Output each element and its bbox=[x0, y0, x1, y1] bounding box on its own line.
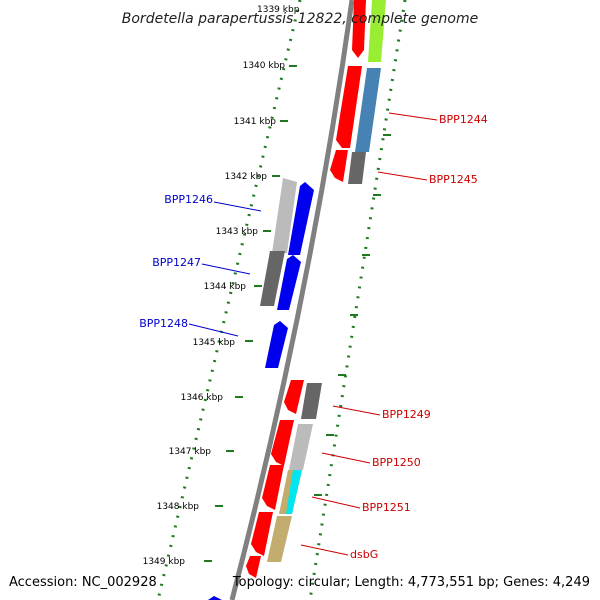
scale-label: 1346 kbp bbox=[181, 393, 224, 403]
gene-block[interactable] bbox=[267, 516, 292, 562]
gene-block[interactable] bbox=[260, 251, 285, 306]
genome-summary-text: Topology: circular; Length: 4,773,551 bp… bbox=[232, 575, 590, 590]
scale-label: 1339 kbp bbox=[257, 5, 300, 15]
scale-label: 1342 kbp bbox=[225, 172, 268, 182]
scale-label: 1349 kbp bbox=[143, 557, 186, 567]
gene-block[interactable] bbox=[330, 150, 348, 182]
reverse-strand-genes bbox=[246, 0, 386, 578]
gene-label-dsbg[interactable]: dsbG bbox=[350, 548, 378, 561]
gene-block[interactable] bbox=[277, 255, 301, 310]
scale-label: 1343 kbp bbox=[216, 227, 259, 237]
inner-tick-ring bbox=[308, 0, 407, 600]
scale-label: 1340 kbp bbox=[243, 61, 286, 71]
scale-label: 1344 kbp bbox=[204, 282, 247, 292]
label-leader-lines bbox=[188, 112, 438, 556]
gene-block[interactable] bbox=[355, 68, 381, 152]
gene-label-bpp1250[interactable]: BPP1250 bbox=[372, 456, 421, 469]
scale-label: 1345 kbp bbox=[193, 338, 236, 348]
gene-block[interactable] bbox=[301, 383, 322, 419]
gene-block[interactable] bbox=[352, 0, 366, 58]
scale-label: 1341 kbp bbox=[234, 117, 277, 127]
gene-block[interactable] bbox=[289, 424, 313, 470]
gene-block[interactable] bbox=[262, 465, 284, 510]
genome-backbone bbox=[229, 0, 355, 600]
map-title: Bordetella parapertussis 12822, complete… bbox=[122, 11, 478, 27]
gene-label-bpp1247[interactable]: BPP1247 bbox=[152, 256, 201, 269]
gene-block[interactable] bbox=[271, 420, 294, 466]
gene-block[interactable] bbox=[288, 182, 314, 255]
gene-block[interactable] bbox=[272, 178, 297, 253]
gene-block[interactable] bbox=[265, 321, 288, 368]
accession-text: Accession: NC_002928 bbox=[9, 575, 157, 590]
gene-label-bpp1251[interactable]: BPP1251 bbox=[362, 501, 411, 514]
gene-block[interactable] bbox=[284, 380, 304, 414]
scale-label: 1347 kbp bbox=[169, 447, 212, 457]
gene-block[interactable] bbox=[348, 152, 366, 184]
gene-block[interactable] bbox=[246, 556, 261, 578]
gene-block[interactable] bbox=[336, 66, 362, 148]
gene-block[interactable] bbox=[251, 512, 273, 556]
scale-label: 1348 kbp bbox=[157, 502, 200, 512]
forward-strand-genes bbox=[208, 178, 314, 600]
gene-label-bpp1244[interactable]: BPP1244 bbox=[439, 113, 488, 126]
major-ticks bbox=[204, 65, 391, 562]
gene-block[interactable] bbox=[208, 596, 222, 600]
gene-label-bpp1246[interactable]: BPP1246 bbox=[164, 193, 213, 206]
gene-label-bpp1249[interactable]: BPP1249 bbox=[382, 408, 431, 421]
gene-block[interactable] bbox=[286, 470, 302, 514]
gene-label-bpp1245[interactable]: BPP1245 bbox=[429, 173, 478, 186]
gene-label-bpp1248[interactable]: BPP1248 bbox=[139, 317, 188, 330]
gene-block[interactable] bbox=[368, 0, 386, 62]
